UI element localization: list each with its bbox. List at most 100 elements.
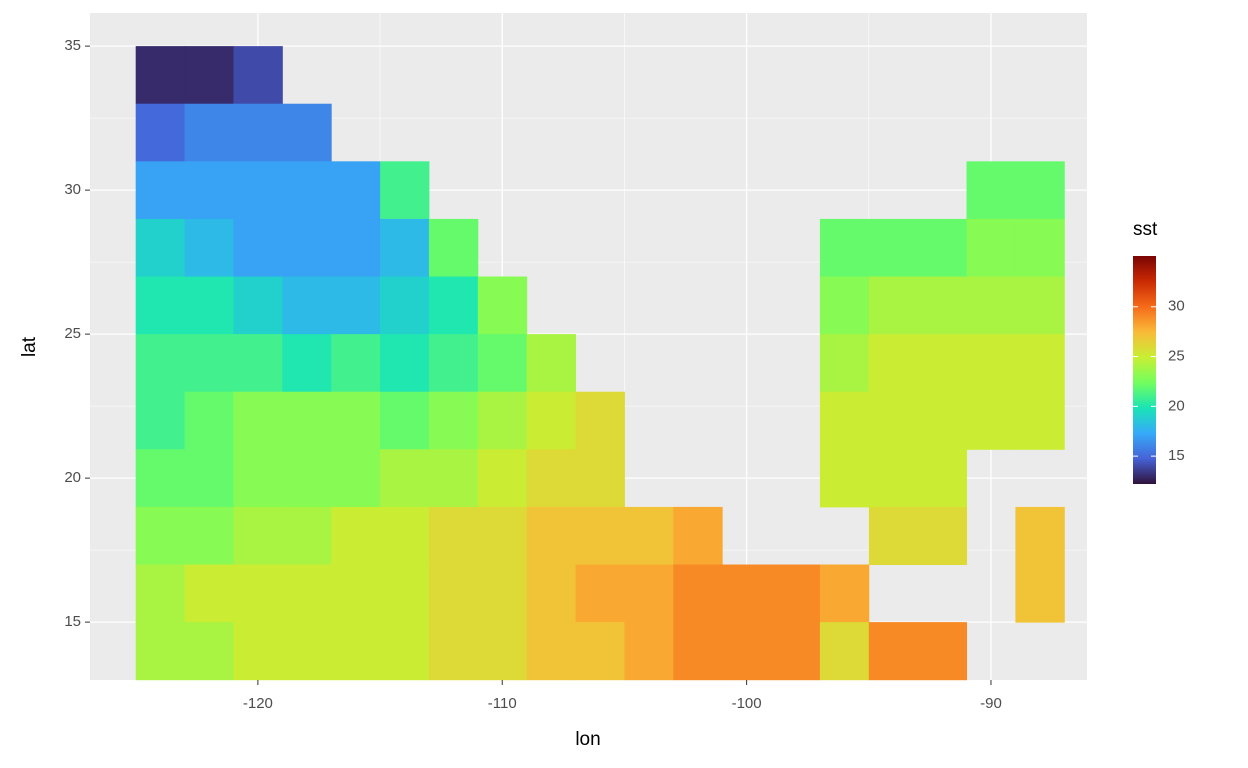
raster-cell bbox=[233, 103, 283, 162]
raster-cell bbox=[1015, 334, 1065, 393]
raster-cell bbox=[624, 564, 674, 623]
raster-cell bbox=[184, 506, 234, 566]
raster-cell bbox=[526, 622, 577, 681]
raster-cell bbox=[135, 276, 186, 335]
legend-tick-label: 15 bbox=[1168, 447, 1185, 464]
raster-cell bbox=[233, 161, 283, 220]
raster-cell bbox=[575, 391, 625, 450]
y-tick-label: 25 bbox=[64, 325, 81, 342]
raster-cell bbox=[282, 622, 332, 681]
raster-cell bbox=[477, 449, 528, 508]
y-tick-label: 35 bbox=[64, 37, 81, 54]
raster-cell bbox=[184, 334, 234, 393]
raster-cell bbox=[380, 391, 430, 450]
raster-cell bbox=[135, 564, 186, 623]
raster-cell bbox=[868, 218, 919, 278]
raster-cell bbox=[135, 218, 186, 278]
raster-cell bbox=[135, 449, 186, 508]
raster-cell bbox=[1015, 506, 1065, 566]
raster-cell bbox=[282, 161, 332, 220]
raster-cell bbox=[428, 276, 479, 335]
raster-cell bbox=[184, 218, 234, 278]
x-tick-label: -120 bbox=[243, 695, 273, 712]
raster-cell bbox=[331, 334, 381, 393]
x-tick-label: -110 bbox=[488, 695, 517, 712]
legend-tick-label: 25 bbox=[1168, 348, 1185, 365]
raster-cell bbox=[722, 622, 772, 681]
raster-cell bbox=[966, 161, 1016, 220]
raster-cell bbox=[233, 391, 283, 450]
raster-cell bbox=[966, 391, 1016, 450]
raster-cell bbox=[917, 276, 968, 335]
raster-cell bbox=[673, 564, 723, 623]
raster-cell bbox=[331, 449, 381, 508]
raster-cell bbox=[917, 449, 968, 508]
raster-cell bbox=[917, 622, 968, 681]
raster-cell bbox=[233, 622, 283, 681]
raster-cell bbox=[135, 622, 186, 681]
x-axis-title: lon bbox=[575, 729, 600, 750]
raster-cell bbox=[184, 391, 234, 450]
raster-cell bbox=[624, 622, 674, 681]
raster-cell bbox=[575, 506, 625, 566]
raster-cell bbox=[135, 161, 186, 220]
raster-cell bbox=[184, 622, 234, 681]
raster-cell bbox=[477, 391, 528, 450]
raster-cell bbox=[868, 622, 919, 681]
raster-cell bbox=[966, 334, 1016, 393]
raster-cell bbox=[1015, 276, 1065, 335]
raster-cell bbox=[233, 218, 283, 278]
raster-cell bbox=[380, 449, 430, 508]
raster-cell bbox=[428, 506, 479, 566]
raster-cell bbox=[233, 506, 283, 566]
raster-cell bbox=[966, 276, 1016, 335]
raster-cell bbox=[428, 218, 479, 278]
y-tick-label: 15 bbox=[64, 613, 81, 630]
raster-cell bbox=[966, 218, 1016, 278]
raster-cell bbox=[868, 334, 919, 393]
raster-cell bbox=[282, 103, 332, 162]
raster-cell bbox=[575, 449, 625, 508]
raster-cell bbox=[233, 449, 283, 508]
raster-cell bbox=[819, 622, 870, 681]
raster-cell bbox=[282, 564, 332, 623]
raster-cell bbox=[526, 564, 577, 623]
raster-cell bbox=[331, 506, 381, 566]
raster-cell bbox=[868, 391, 919, 450]
raster-cell bbox=[1015, 391, 1065, 450]
legend-title: sst bbox=[1133, 219, 1158, 240]
raster-cell bbox=[380, 506, 430, 566]
raster-cell bbox=[1015, 161, 1065, 220]
raster-cell bbox=[868, 506, 919, 566]
raster-cell bbox=[184, 46, 234, 105]
raster-cell bbox=[380, 622, 430, 681]
raster-cell bbox=[282, 276, 332, 335]
raster-cell bbox=[868, 276, 919, 335]
raster-cell bbox=[331, 622, 381, 681]
raster-cell bbox=[184, 564, 234, 623]
raster-cell bbox=[331, 276, 381, 335]
raster-cell bbox=[526, 334, 577, 393]
raster-cell bbox=[1015, 218, 1065, 278]
raster-cell bbox=[771, 622, 821, 681]
raster-cell bbox=[819, 564, 870, 623]
raster-cell bbox=[233, 564, 283, 623]
raster-cell bbox=[917, 334, 968, 393]
raster-cell bbox=[819, 276, 870, 335]
raster-cell bbox=[477, 622, 528, 681]
raster-cell bbox=[428, 449, 479, 508]
raster-cell bbox=[477, 276, 528, 335]
raster-cell bbox=[282, 218, 332, 278]
raster-cell bbox=[135, 506, 186, 566]
raster-cell bbox=[380, 161, 430, 220]
raster-cell bbox=[282, 391, 332, 450]
raster-cell bbox=[917, 218, 968, 278]
raster-cell bbox=[722, 564, 772, 623]
raster-cell bbox=[673, 506, 723, 566]
raster-cell bbox=[526, 449, 577, 508]
raster-cell bbox=[135, 103, 186, 162]
raster-cell bbox=[135, 391, 186, 450]
raster-cell bbox=[771, 564, 821, 623]
raster-cell bbox=[331, 161, 381, 220]
